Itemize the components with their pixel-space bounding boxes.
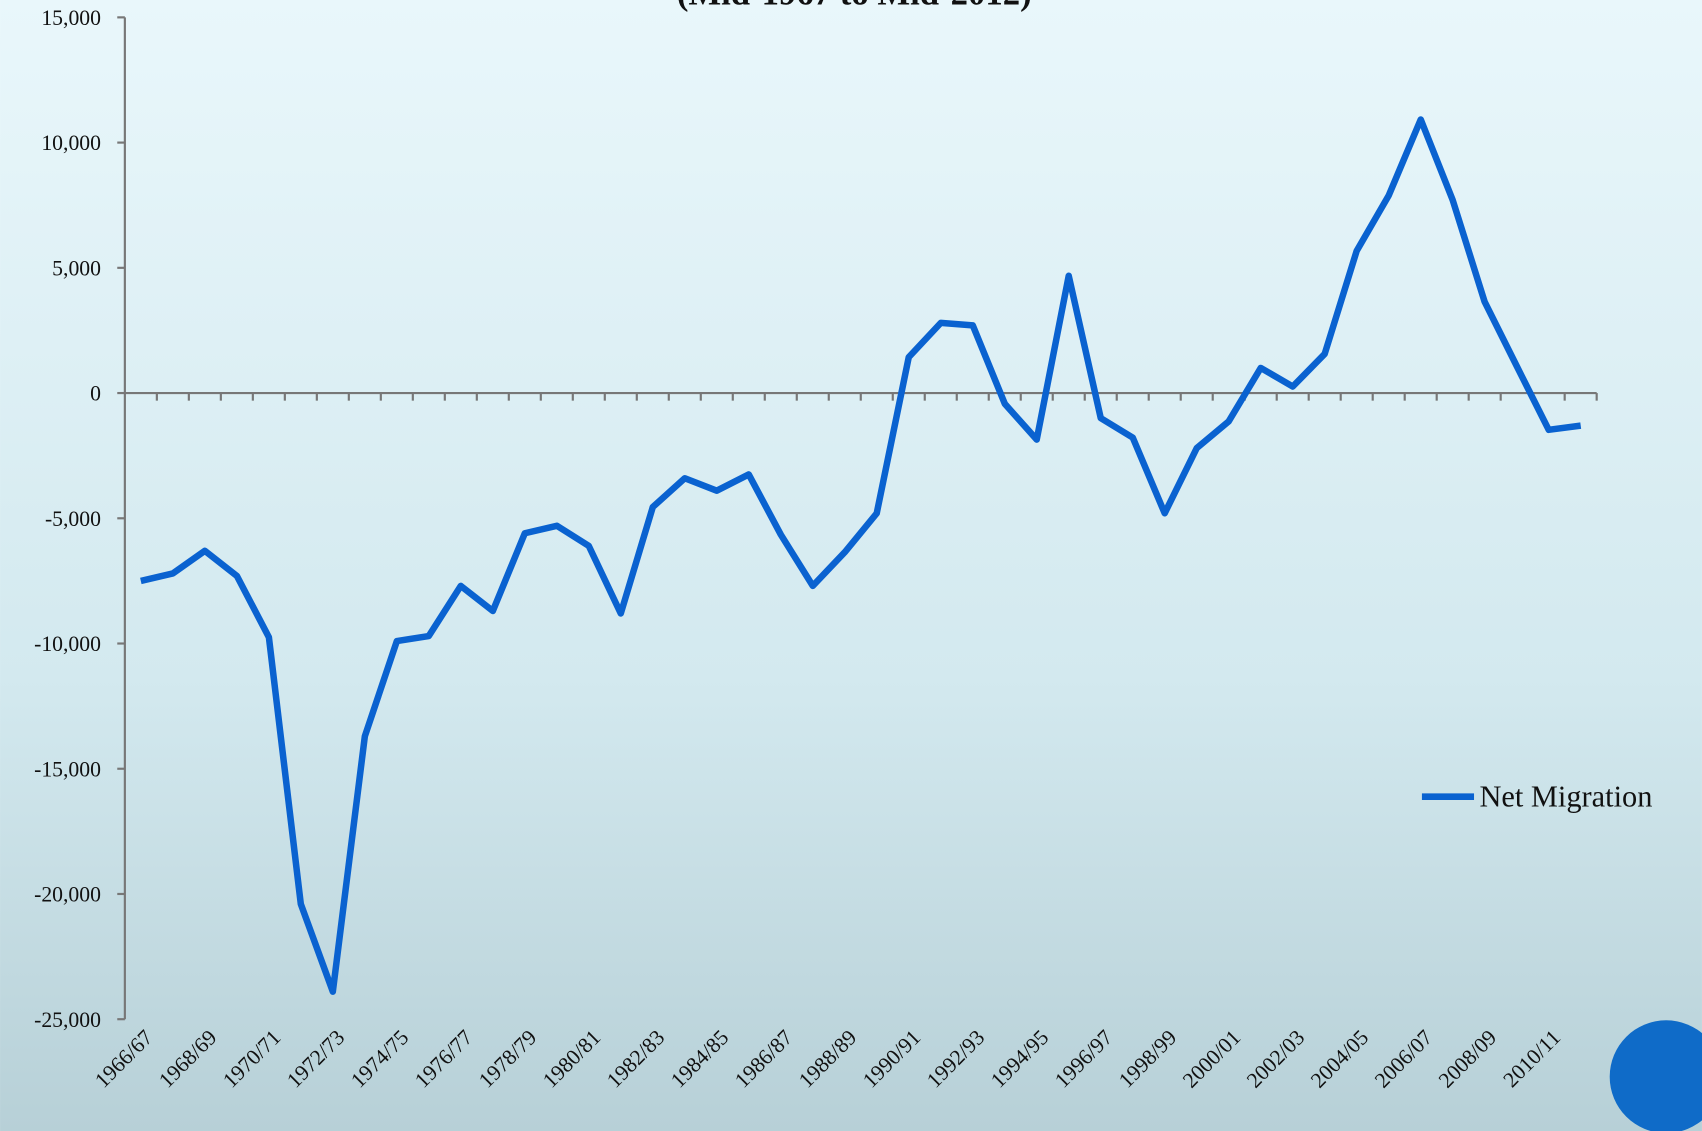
y-tick-label: 10,000 [41, 131, 101, 155]
y-tick-label: -25,000 [34, 1008, 101, 1032]
data-line [140, 116, 1582, 995]
y-tick-label: -15,000 [34, 757, 101, 781]
y-tick-label: 0 [90, 382, 101, 406]
chart-title: (Mid-1967 to Mid-2012) [677, 0, 1032, 12]
y-tick-label: -10,000 [34, 632, 101, 656]
y-tick-label: 15,000 [41, 6, 101, 30]
y-tick-label: -20,000 [34, 883, 101, 907]
y-tick-label: 5,000 [52, 256, 101, 280]
decoration-circle [1609, 1020, 1702, 1131]
y-tick-label: -5,000 [45, 507, 101, 531]
legend-label: Net Migration [1479, 779, 1652, 813]
